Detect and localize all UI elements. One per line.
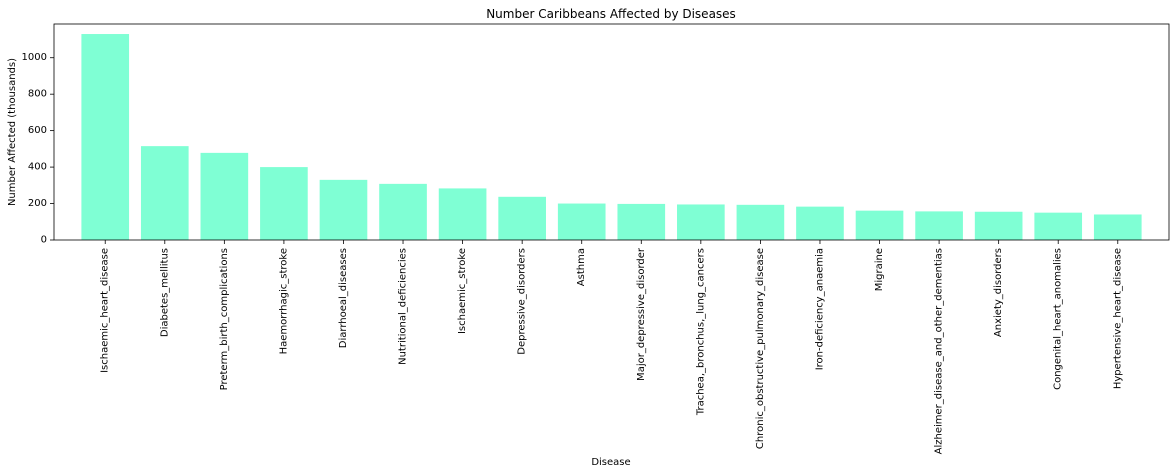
bar-trachea-bronchus-lung-cancers [677,204,725,240]
bar-alzheimer-disease-and-other-dementias [915,211,963,240]
x-tick-label: Preterm_birth_complications [219,248,230,390]
x-tick-label: Asthma [576,248,587,286]
chart-title: Number Caribbeans Affected by Diseases [486,7,736,21]
x-tick-label: Iron-deficiency_anaemia [814,248,825,370]
x-tick-label: Anxiety_disorders [993,248,1004,337]
x-tick-label: Haemorrhagic_stroke [278,248,289,354]
x-tick-label: Ischaemic_stroke [457,248,468,334]
x-tick-label: Depressive_disorders [517,248,528,355]
bar-major-depressive-disorder [617,203,666,240]
x-tick-label: Hypertensive_heart_disease [1112,248,1123,389]
plot-frame [53,23,1170,241]
x-tick-label: Migraine [874,248,885,291]
bar-ischaemic-stroke [438,188,487,240]
bar-iron-deficiency-anaemia [796,206,844,240]
bar-hypertensive-heart-disease [1093,214,1142,240]
y-tick-label: 200 [28,198,47,209]
y-tick-label: 600 [28,125,47,136]
bar-chronic-obstructive-pulmonary-disease [736,204,785,240]
y-tick-label: 800 [28,89,47,100]
y-axis: 0 200 400 600 800 1000 [22,52,54,246]
bar-ischaemic-heart-disease [81,34,130,240]
bars-group [81,34,1142,240]
x-axis: Ischaemic_heart_disease Diabetes_mellitus… [100,240,1123,454]
x-tick-label: Alzheimer_disease_and_other_dementias [934,248,945,454]
y-tick-label: 400 [28,162,47,173]
bar-diabetes-mellitus [140,146,189,240]
bar-asthma [557,203,606,240]
x-tick-label: Congenital_heart_anomalies [1053,248,1064,390]
bar-anxiety-disorders [974,211,1023,240]
y-tick-label: 0 [41,235,47,246]
x-tick-label: Trachea,_bronchus,_lung_cancers [695,248,706,416]
x-tick-label: Nutritional_deficiencies [398,248,409,365]
x-tick-label: Major_depressive_disorder [636,247,647,381]
y-axis-label: Number Affected (thousands) [7,58,18,206]
x-axis-label: Disease [591,457,630,468]
y-tick-label: 1000 [22,52,47,63]
bar-nutritional-deficiencies [379,183,427,240]
bar-diarrhoeal-diseases [319,179,368,240]
bar-migraine [855,210,904,240]
bar-congenital-heart-anomalies [1034,212,1083,240]
x-tick-label: Diarrhoeal_diseases [338,248,349,348]
x-tick-label: Diabetes_mellitus [159,248,170,337]
bar-preterm-birth-complications [200,152,249,240]
x-tick-label: Ischaemic_heart_disease [100,248,111,373]
bar-haemorrhagic-stroke [260,167,308,240]
bar-depressive-disorders [498,196,546,240]
x-tick-label: Chronic_obstructive_pulmonary_disease [755,248,766,449]
